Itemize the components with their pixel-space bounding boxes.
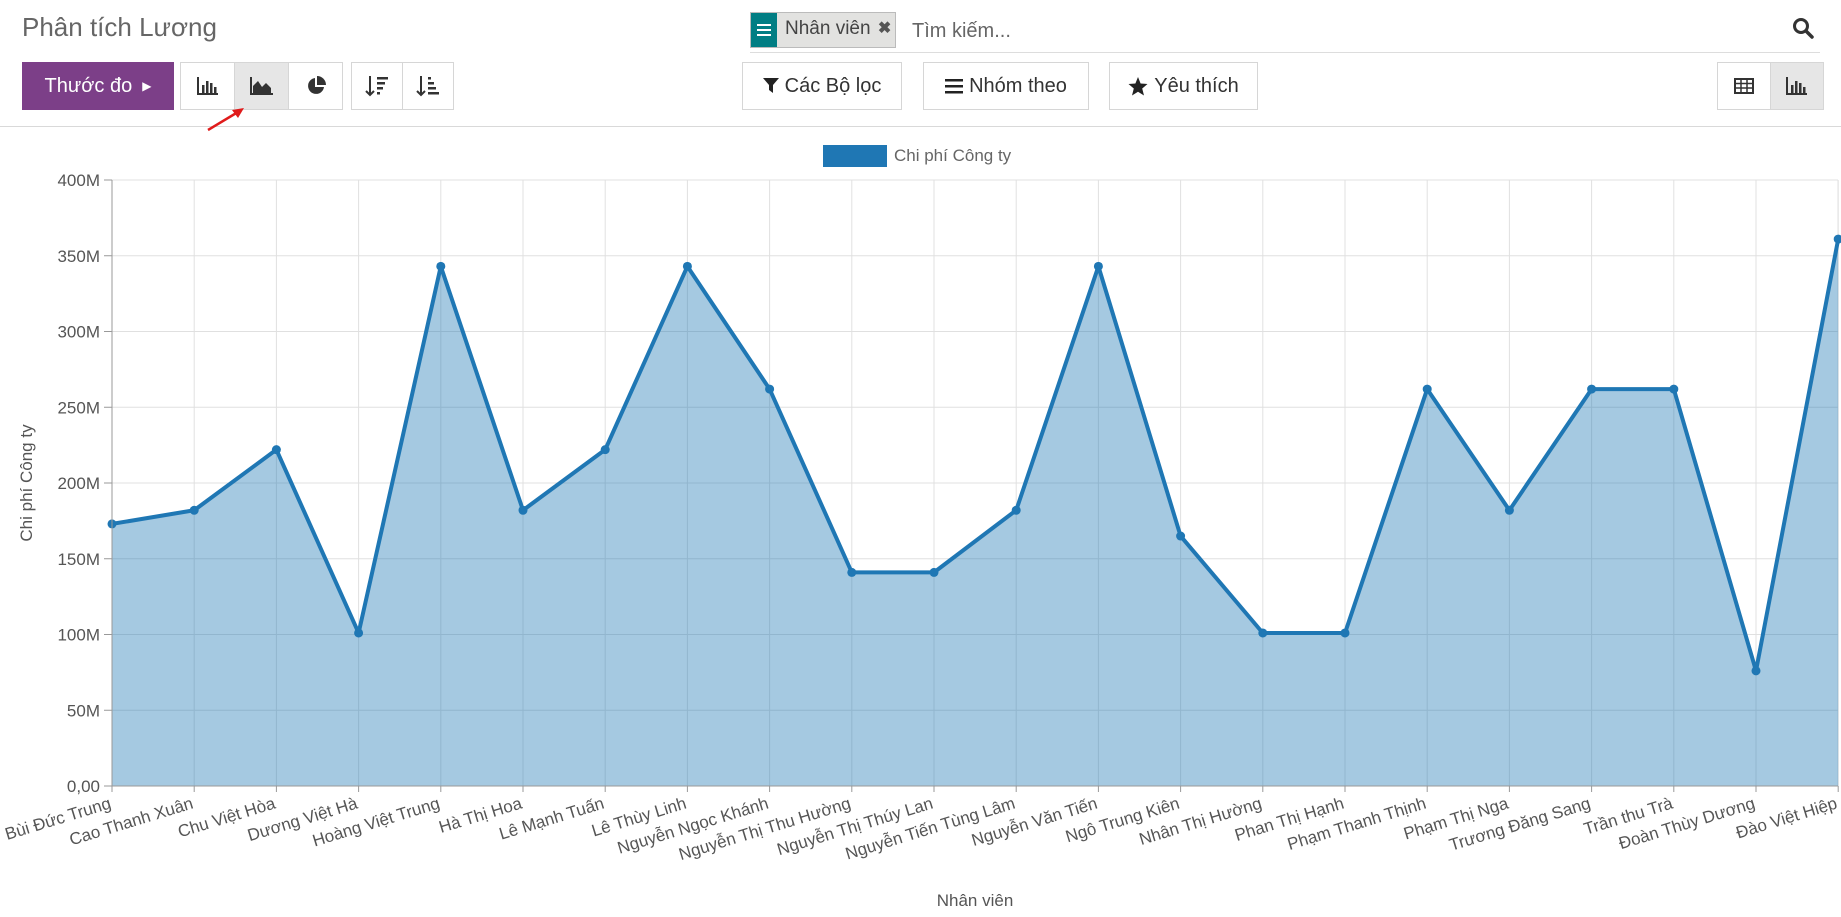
data-point	[1340, 628, 1350, 638]
bar-chart-icon	[196, 77, 218, 95]
y-tick-label: 200M	[57, 474, 100, 493]
data-point	[1176, 531, 1186, 541]
star-icon	[1128, 76, 1148, 95]
search-input[interactable]	[910, 16, 1714, 46]
data-point	[1093, 261, 1103, 271]
pivot-view-icon	[1734, 78, 1754, 94]
bar-chart-button[interactable]	[180, 62, 235, 110]
graph-view-icon	[1786, 77, 1807, 95]
pie-chart-icon	[307, 76, 326, 94]
data-point	[1422, 384, 1432, 394]
data-point	[600, 445, 610, 455]
search-bar: Nhân viên ✖	[750, 12, 1820, 53]
data-point	[1011, 505, 1021, 515]
close-icon[interactable]: ✖	[877, 20, 892, 37]
facet-label: Nhân viên	[785, 18, 871, 39]
data-point	[271, 445, 281, 455]
page-title: Phân tích Lương	[22, 12, 217, 42]
favorites-button[interactable]: Yêu thích	[1109, 62, 1258, 110]
legend-label: Chi phí Công ty	[894, 146, 1012, 165]
sort-ascending-icon	[416, 76, 439, 97]
y-tick-label: 0,00	[67, 777, 100, 796]
y-tick-label: 350M	[57, 247, 100, 266]
data-point	[1669, 384, 1679, 394]
filters-button[interactable]: Các Bộ lọc	[742, 62, 902, 110]
favorites-label: Yêu thích	[1154, 74, 1239, 97]
data-point	[1504, 505, 1514, 515]
sort-descending-button[interactable]	[351, 62, 403, 110]
y-tick-label: 100M	[57, 626, 100, 645]
pivot-view-button[interactable]	[1717, 62, 1771, 110]
annotation-arrow-icon	[207, 108, 244, 132]
measures-button[interactable]: Thước đo ▶	[22, 62, 174, 110]
list-icon	[751, 13, 777, 47]
series-line	[111, 238, 1841, 673]
caret-right-icon: ▶	[142, 79, 152, 93]
y-tick-label: 400M	[57, 171, 100, 190]
series-area	[112, 239, 1839, 786]
y-tick-label: 300M	[57, 323, 100, 342]
y-axis-label: Chi phí Công ty	[17, 424, 36, 542]
data-point	[929, 567, 939, 577]
y-tick-label: 150M	[57, 550, 100, 569]
data-point	[1833, 234, 1841, 244]
groupby-label: Nhóm theo	[969, 74, 1067, 97]
list-icon	[945, 79, 964, 94]
groupby-button[interactable]: Nhóm theo	[923, 62, 1089, 110]
legend-swatch	[823, 145, 887, 167]
graph-view-button[interactable]	[1770, 62, 1824, 110]
pie-chart-button[interactable]	[288, 62, 343, 110]
area-chart-icon	[249, 77, 273, 95]
data-point	[765, 384, 775, 394]
data-point	[682, 261, 692, 271]
data-point	[1587, 384, 1597, 394]
y-tick-label: 250M	[57, 398, 100, 417]
data-point	[1258, 628, 1268, 638]
x-axis-label: Nhân viên	[937, 891, 1014, 910]
sort-descending-icon	[365, 76, 388, 97]
control-panel: Phân tích Lương Nhân viên ✖ Thước đo ▶	[0, 0, 1841, 132]
filters-label: Các Bộ lọc	[784, 74, 882, 97]
data-point	[1751, 666, 1761, 676]
filter-icon	[762, 78, 779, 93]
data-point	[354, 628, 364, 638]
data-point	[436, 261, 446, 271]
search-icon[interactable]	[1792, 17, 1816, 41]
area-chart-button[interactable]	[234, 62, 289, 110]
y-tick-label: 50M	[67, 701, 100, 720]
search-facet: Nhân viên ✖	[750, 12, 896, 48]
data-point	[847, 567, 857, 577]
measures-label: Thước đo	[44, 74, 133, 97]
data-point	[518, 505, 528, 515]
sort-ascending-button[interactable]	[402, 62, 454, 110]
data-point	[189, 505, 199, 515]
